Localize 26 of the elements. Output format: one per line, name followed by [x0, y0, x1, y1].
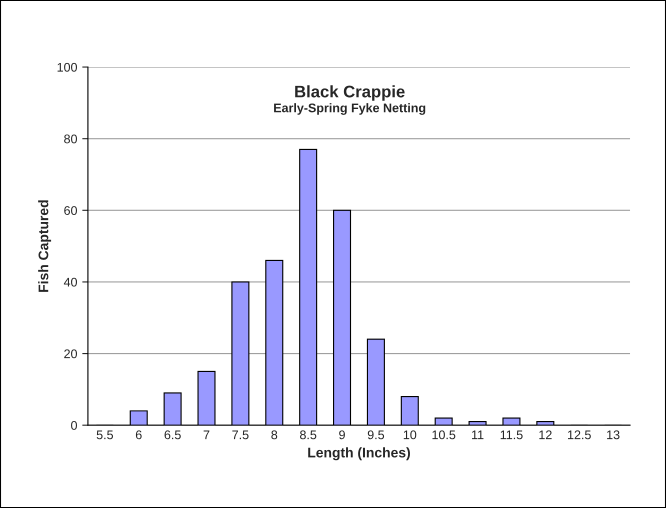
x-axis-title: Length (Inches)	[308, 447, 410, 460]
x-tick-label: 11	[472, 430, 484, 440]
text: Black Crappie	[295, 85, 405, 101]
text: Early-Spring Fyke Netting	[274, 103, 426, 115]
y-tick-label: 80	[64, 134, 78, 144]
y-tick-label: 0	[71, 420, 78, 430]
x-tick-label: 12	[539, 430, 552, 440]
x-tick-label: 6.5	[164, 430, 181, 440]
y-tick-label: 100	[58, 62, 78, 72]
y-tick-label: 40	[64, 278, 78, 287]
x-tick-label: 7	[204, 430, 210, 440]
x-tick-label: 8	[271, 430, 278, 440]
x-tick-label: 9	[339, 430, 345, 440]
x-tick-label: 9.5	[368, 430, 384, 440]
x-tick-label: 7.5	[232, 430, 249, 440]
y-tick-label: 20	[64, 349, 78, 358]
x-tick-label: 12.5	[568, 430, 591, 440]
x-tick-label: 6	[136, 430, 142, 440]
x-tick-label: 13	[607, 430, 620, 440]
x-tick-label: 10	[404, 430, 416, 440]
x-tick-label: 10.5	[432, 430, 456, 440]
y-tick-label: 60	[64, 206, 78, 215]
x-tick-label: 5.5	[96, 430, 114, 440]
x-tick-label: 8.5	[300, 430, 316, 440]
y-axis-title: Fish Captured	[38, 200, 52, 292]
x-tick-label: 11.5	[500, 430, 523, 440]
